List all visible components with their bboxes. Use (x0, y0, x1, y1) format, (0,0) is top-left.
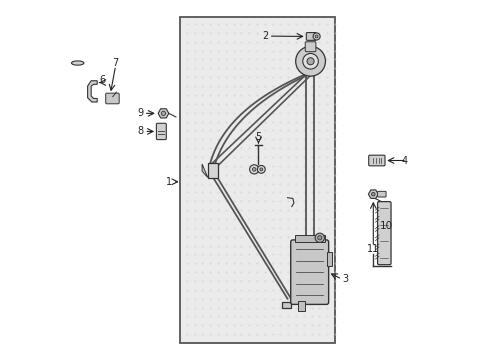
Circle shape (161, 111, 166, 116)
Circle shape (313, 33, 320, 40)
Polygon shape (158, 109, 169, 118)
FancyBboxPatch shape (305, 42, 316, 52)
Text: 1: 1 (166, 177, 172, 187)
Text: 2: 2 (262, 31, 268, 41)
Circle shape (249, 165, 259, 174)
Text: 6: 6 (99, 75, 105, 85)
Circle shape (315, 233, 324, 242)
Circle shape (318, 236, 322, 240)
Bar (294, 235, 325, 242)
Bar (326, 252, 332, 266)
Ellipse shape (72, 61, 84, 65)
Bar (282, 302, 292, 307)
Bar (208, 163, 219, 177)
Circle shape (371, 192, 375, 196)
Text: 8: 8 (138, 126, 144, 136)
FancyBboxPatch shape (368, 155, 385, 166)
Circle shape (260, 168, 263, 171)
FancyBboxPatch shape (156, 123, 166, 140)
FancyBboxPatch shape (306, 32, 316, 40)
Polygon shape (202, 164, 208, 177)
Text: 11: 11 (367, 244, 379, 254)
FancyBboxPatch shape (291, 240, 329, 305)
Polygon shape (88, 81, 97, 102)
Text: 4: 4 (401, 156, 407, 166)
Text: 7: 7 (113, 58, 119, 68)
Bar (180, 17, 335, 343)
FancyBboxPatch shape (106, 93, 119, 104)
Text: 3: 3 (343, 274, 348, 284)
Text: 10: 10 (380, 221, 393, 231)
FancyBboxPatch shape (378, 192, 386, 197)
Bar (298, 301, 305, 311)
Polygon shape (368, 190, 378, 198)
Circle shape (257, 166, 265, 173)
Wedge shape (295, 46, 325, 76)
Text: 9: 9 (137, 108, 143, 118)
Circle shape (252, 168, 256, 171)
FancyBboxPatch shape (378, 202, 391, 265)
Circle shape (307, 58, 314, 65)
Circle shape (303, 54, 318, 69)
Text: 5: 5 (255, 132, 262, 143)
Circle shape (315, 35, 318, 38)
